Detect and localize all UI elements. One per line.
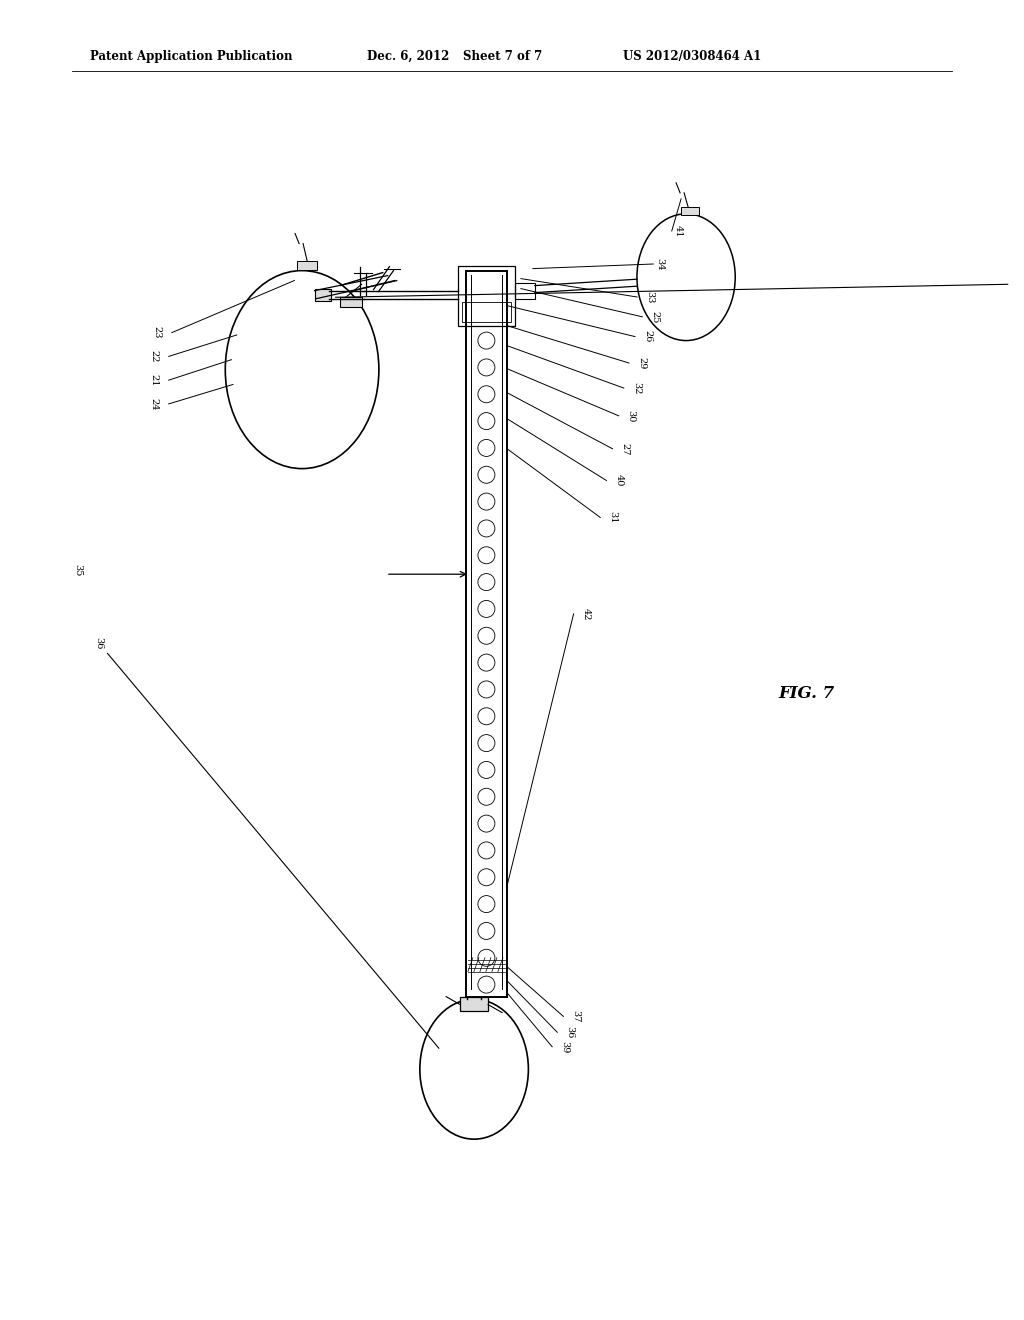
Text: 25: 25 [650,310,659,323]
Text: 37: 37 [571,1010,581,1023]
Text: 39: 39 [560,1040,569,1053]
Text: 30: 30 [627,409,636,422]
Text: 29: 29 [637,356,646,370]
Text: 36: 36 [565,1026,574,1039]
Text: US 2012/0308464 A1: US 2012/0308464 A1 [623,50,761,63]
Text: 33: 33 [645,290,654,304]
Text: 31: 31 [608,511,617,524]
Bar [460,997,488,1011]
Text: 41: 41 [674,224,683,238]
Text: FIG. 7: FIG. 7 [778,685,835,701]
Text: 26: 26 [643,330,652,343]
Text: Sheet 7 of 7: Sheet 7 of 7 [463,50,542,63]
Text: 23: 23 [153,326,162,339]
Text: Dec. 6, 2012: Dec. 6, 2012 [367,50,449,63]
Text: 36: 36 [94,638,103,649]
Bar [681,207,699,215]
Text: 34: 34 [655,257,665,271]
Text: 32: 32 [632,381,641,395]
Text: 27: 27 [621,442,630,455]
Bar [515,282,535,298]
Text: 42: 42 [582,607,591,620]
Text: 21: 21 [150,374,159,387]
Bar [297,260,317,269]
Bar [314,289,331,301]
Text: 22: 22 [150,350,159,363]
Text: 35: 35 [73,564,82,577]
Text: Patent Application Publication: Patent Application Publication [90,50,293,63]
Bar [458,265,515,326]
Text: 24: 24 [150,397,159,411]
Bar [462,301,511,322]
Bar [340,297,361,308]
Text: 40: 40 [614,474,624,487]
